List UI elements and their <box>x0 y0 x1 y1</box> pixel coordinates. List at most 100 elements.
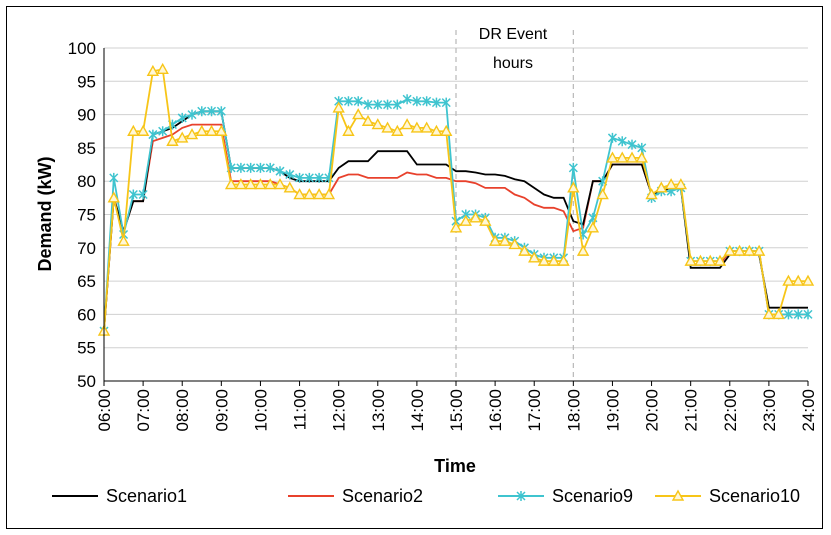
data-point <box>255 162 265 173</box>
series-group <box>97 62 815 337</box>
data-point <box>322 188 336 200</box>
y-tick-label: 60 <box>77 305 96 324</box>
data-point <box>177 112 187 123</box>
data-point <box>363 99 373 110</box>
legend-item-scenario10: Scenario10 <box>655 486 800 506</box>
data-point <box>254 178 267 190</box>
data-point <box>518 244 531 256</box>
y-axis-ticks: 50 55 60 65 70 75 80 85 90 95 100 <box>68 39 96 391</box>
x-tick-label: 09:00 <box>212 389 231 432</box>
legend: Scenario1 Scenario2 Scenario9 Scenario10 <box>52 486 800 506</box>
data-point <box>275 166 285 177</box>
data-point <box>304 172 314 183</box>
data-point <box>743 244 756 256</box>
x-tick-label: 13:00 <box>369 389 388 432</box>
data-point <box>265 162 275 173</box>
data-point <box>782 274 795 286</box>
legend-item-scenario9: Scenario9 <box>498 486 633 506</box>
y-tick-label: 55 <box>77 339 96 358</box>
data-point <box>146 64 160 77</box>
data-point <box>293 188 306 200</box>
data-point <box>801 274 815 286</box>
data-point <box>187 109 197 120</box>
data-point <box>314 172 324 183</box>
data-point <box>185 128 199 140</box>
data-point <box>371 118 384 130</box>
data-point <box>197 106 207 117</box>
data-point <box>128 189 138 200</box>
data-point <box>469 211 482 223</box>
y-tick-label: 85 <box>77 139 96 158</box>
data-point <box>216 106 226 117</box>
data-point <box>402 94 412 105</box>
data-point <box>586 221 600 233</box>
data-point <box>205 124 218 136</box>
data-point <box>762 307 776 320</box>
y-tick-label: 70 <box>77 239 96 258</box>
x-tick-label: 15:00 <box>447 389 466 432</box>
data-point <box>391 124 404 136</box>
chart-frame <box>6 6 823 529</box>
x-tick-label: 10:00 <box>251 389 270 432</box>
x-axis-ticks: 06:00 07:00 08:00 09:00 10:00 11:00 12:00 13:00… <box>95 381 818 432</box>
data-point <box>694 254 707 266</box>
data-point <box>236 162 246 173</box>
data-point <box>616 151 629 163</box>
data-point <box>373 99 383 110</box>
data-point <box>176 131 189 143</box>
x-tick-label: 21:00 <box>682 389 701 432</box>
x-tick-label: 06:00 <box>95 389 114 432</box>
data-point <box>430 124 443 136</box>
data-point <box>607 132 617 143</box>
x-axis-title: Time <box>434 456 476 476</box>
data-point <box>332 101 345 113</box>
data-point <box>645 188 658 200</box>
data-point <box>283 181 296 193</box>
data-point <box>576 244 590 256</box>
data-point <box>127 124 140 136</box>
data-point <box>440 124 453 136</box>
data-point <box>107 191 120 203</box>
data-point <box>704 254 717 266</box>
data-point <box>733 244 746 256</box>
data-point <box>479 214 492 226</box>
data-point <box>664 178 678 190</box>
y-tick-label: 100 <box>68 39 96 58</box>
data-point <box>138 189 148 200</box>
x-tick-label: 12:00 <box>330 389 349 432</box>
data-point <box>528 251 541 263</box>
dr-event-hours-label: hours <box>493 55 533 72</box>
data-point <box>783 309 793 320</box>
x-tick-label: 19:00 <box>603 389 622 432</box>
data-point <box>684 254 697 266</box>
data-point <box>158 126 168 137</box>
x-tick-label: 07:00 <box>134 389 153 432</box>
x-tick-label: 16:00 <box>486 389 505 432</box>
x-tick-label: 20:00 <box>643 389 662 432</box>
x-tick-label: 11:00 <box>291 389 310 430</box>
data-point <box>752 244 766 256</box>
data-point <box>422 96 432 107</box>
data-point <box>431 97 441 108</box>
dr-event-markers <box>455 30 574 381</box>
x-tick-label: 14:00 <box>408 389 427 432</box>
data-point <box>117 234 130 246</box>
axes <box>103 48 808 382</box>
data-point <box>156 62 169 75</box>
y-tick-label: 95 <box>77 72 96 91</box>
data-point <box>215 124 228 136</box>
data-point <box>246 162 256 173</box>
y-tick-label: 50 <box>77 372 96 391</box>
data-point <box>383 99 393 110</box>
data-point <box>342 124 355 136</box>
x-tick-label: 18:00 <box>564 389 583 432</box>
data-point <box>606 151 619 163</box>
data-point <box>195 124 208 136</box>
data-point <box>441 97 451 108</box>
data-point <box>498 234 512 246</box>
legend-label: Scenario1 <box>106 486 187 506</box>
dr-event-label: DR Event <box>479 26 548 43</box>
y-tick-label: 65 <box>77 272 96 291</box>
data-point <box>264 178 277 190</box>
data-point <box>713 254 727 266</box>
